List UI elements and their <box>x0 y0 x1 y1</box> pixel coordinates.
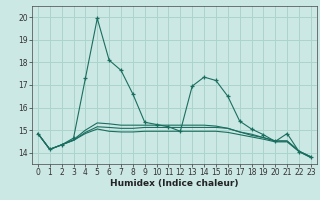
X-axis label: Humidex (Indice chaleur): Humidex (Indice chaleur) <box>110 179 239 188</box>
